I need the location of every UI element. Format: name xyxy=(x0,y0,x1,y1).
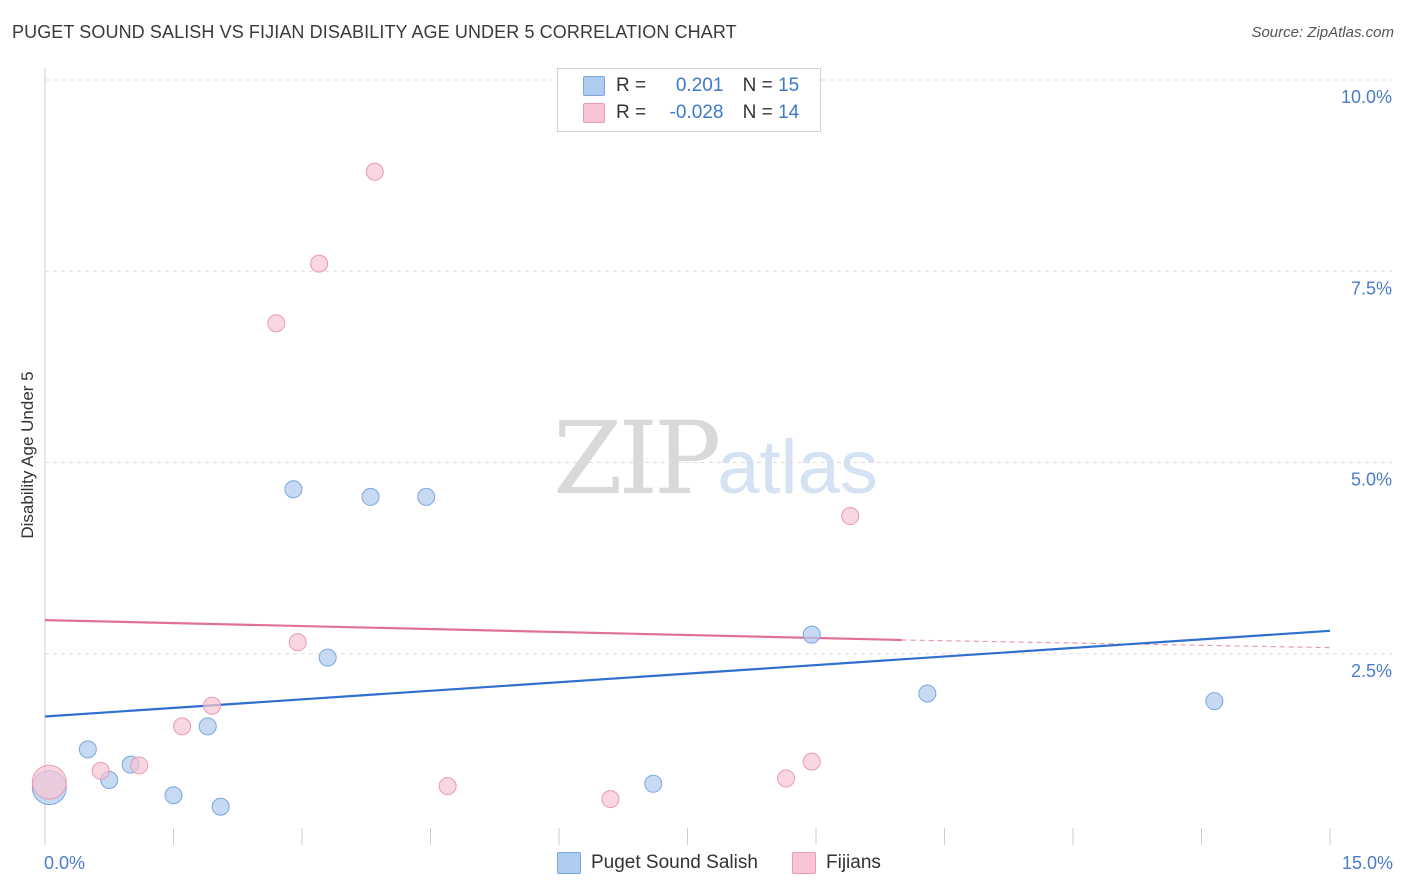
legend-row-fijians: R = -0.028 N = 14 xyxy=(558,100,820,126)
legend-label-salish: Puget Sound Salish xyxy=(591,852,758,873)
data-point-fijians xyxy=(173,717,192,736)
data-point-fijians xyxy=(438,777,457,796)
legend-swatch-salish xyxy=(557,852,581,874)
source-label: Source: ZipAtlas.com xyxy=(1251,24,1394,41)
legend-swatch-fijians xyxy=(792,852,816,874)
y-tick-label: 10.0% xyxy=(1341,87,1392,107)
legend-swatch-salish xyxy=(583,76,605,96)
data-point-fijians xyxy=(31,764,67,800)
legend-swatch-fijians xyxy=(583,103,605,123)
x-tick-label: 0.0% xyxy=(44,853,85,873)
data-point-salish xyxy=(417,487,436,506)
data-point-salish xyxy=(198,717,217,736)
legend-n-label: N = xyxy=(742,102,773,123)
legend-r-label: R = xyxy=(616,102,647,123)
legend-n-value: 15 xyxy=(778,75,800,96)
data-point-fijians xyxy=(203,696,222,715)
data-point-salish xyxy=(802,625,821,644)
legend-row-salish: R = 0.201 N = 15 xyxy=(558,73,820,99)
watermark-zip: ZIP xyxy=(553,400,721,517)
trend-line-fijians-extension xyxy=(901,639,1331,649)
watermark: ZIPatlas xyxy=(553,400,878,517)
series-legend: Puget Sound Salish Fijians xyxy=(0,852,1406,878)
x-tick-label: 15.0% xyxy=(1342,853,1393,873)
legend-r-value: 0.201 xyxy=(675,75,724,96)
trend-line-salish xyxy=(44,629,1331,718)
data-point-salish xyxy=(644,774,663,793)
y-tick-label: 2.5% xyxy=(1351,661,1392,681)
data-point-salish xyxy=(211,797,230,816)
data-point-salish xyxy=(78,740,97,759)
data-point-salish xyxy=(284,480,303,499)
data-point-salish xyxy=(918,684,937,703)
correlation-legend: R = 0.201 N = 15 R = -0.028 N = 14 xyxy=(557,68,821,132)
data-point-fijians xyxy=(365,162,384,181)
data-point-fijians xyxy=(130,756,149,775)
legend-n-value: 14 xyxy=(778,102,800,123)
data-point-fijians xyxy=(841,507,860,526)
chart-title: PUGET SOUND SALISH VS FIJIAN DISABILITY … xyxy=(12,22,737,42)
trend-line-fijians xyxy=(44,618,902,642)
legend-item-fijians: Fijians xyxy=(792,852,881,874)
data-point-fijians xyxy=(267,314,286,333)
legend-r-label: R = xyxy=(616,75,647,96)
legend-item-salish: Puget Sound Salish xyxy=(557,852,758,874)
data-point-fijians xyxy=(288,633,307,652)
y-tick-label: 5.0% xyxy=(1351,470,1392,490)
data-point-salish xyxy=(361,487,380,506)
data-point-fijians xyxy=(310,254,329,273)
data-point-salish xyxy=(1205,692,1224,711)
legend-r-value: -0.028 xyxy=(669,102,724,123)
watermark-atlas: atlas xyxy=(717,425,878,510)
data-point-fijians xyxy=(601,790,620,809)
data-point-salish xyxy=(164,786,183,805)
legend-label-fijians: Fijians xyxy=(826,852,881,873)
data-point-fijians xyxy=(777,769,796,788)
data-point-fijians xyxy=(91,761,110,780)
data-point-fijians xyxy=(802,752,821,771)
data-point-salish xyxy=(318,648,337,667)
y-tick-label: 7.5% xyxy=(1351,278,1392,298)
legend-n-label: N = xyxy=(742,75,773,96)
